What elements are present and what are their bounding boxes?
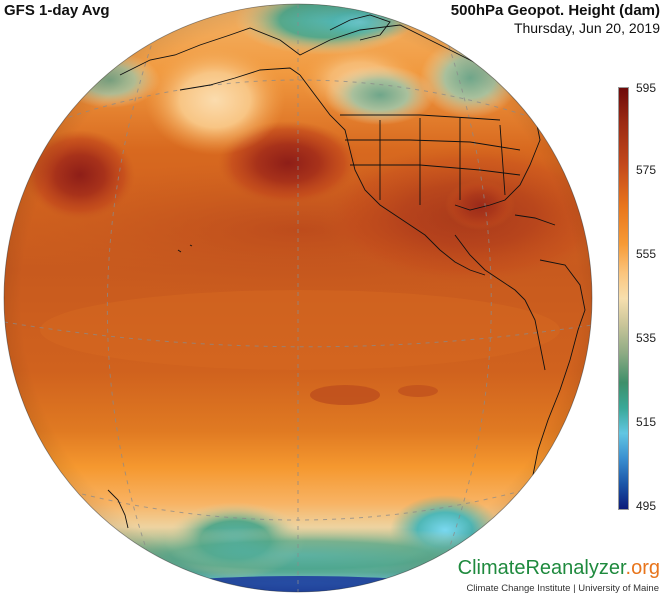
colorbar bbox=[618, 87, 629, 510]
variable-label: 500hPa Geopot. Height (dam) bbox=[450, 2, 660, 19]
colorbar-tick-495: 495 bbox=[636, 499, 657, 513]
brand-tld: .org bbox=[625, 557, 660, 579]
brand-subtitle: Climate Change Institute | University of… bbox=[466, 583, 659, 594]
globe-map bbox=[3, 3, 593, 593]
model-label: GFS 1-day Avg bbox=[4, 2, 110, 19]
coastlines bbox=[107, 14, 586, 529]
colorbar-tick-555: 555 bbox=[636, 247, 657, 261]
colorbar-tick-575: 575 bbox=[636, 163, 657, 177]
date-label: Thursday, Jun 20, 2019 bbox=[513, 20, 660, 36]
brand-main: ClimateReanalyzer bbox=[457, 557, 626, 579]
brand-logo[interactable]: ClimateReanalyzer.org bbox=[458, 557, 660, 580]
colorbar-tick-515: 515 bbox=[636, 415, 657, 429]
colorbar-tick-535: 535 bbox=[636, 331, 657, 345]
graticule bbox=[4, 4, 592, 592]
colorbar-tick-595: 595 bbox=[636, 81, 657, 95]
